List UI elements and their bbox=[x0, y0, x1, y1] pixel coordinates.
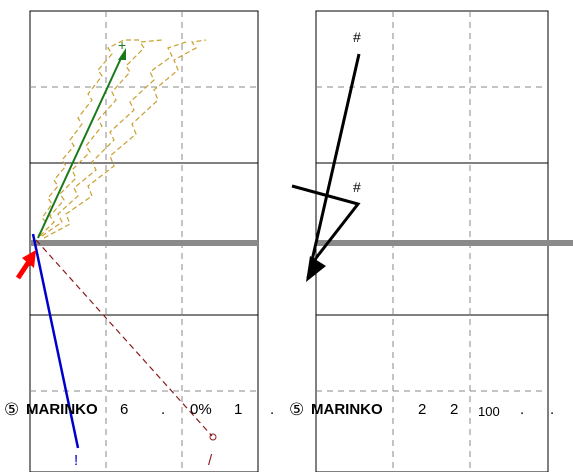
dark-red-tip-marker: / bbox=[208, 452, 213, 469]
dark-red-vector bbox=[35, 239, 213, 437]
right-label-v4: . bbox=[520, 401, 525, 418]
mid-tip-marker: # bbox=[353, 179, 361, 195]
right-label-v5: . bbox=[550, 401, 555, 418]
right-label-name: MARINKO bbox=[311, 401, 383, 418]
red-arrow-icon bbox=[15, 250, 36, 280]
left-label-v5: . bbox=[270, 401, 275, 418]
left-label-number: ⑤ bbox=[4, 400, 20, 419]
left-label-v1: 6 bbox=[120, 401, 129, 418]
right-label-v3: 100 bbox=[478, 404, 500, 419]
top-tip-marker: # bbox=[353, 29, 361, 45]
green-tip-marker: + bbox=[118, 37, 126, 53]
right-label-number: ⑤ bbox=[289, 400, 305, 419]
right-label-v1: 2 bbox=[418, 401, 427, 418]
dark-red-endpoint bbox=[209, 433, 217, 441]
green-vector bbox=[37, 48, 126, 239]
left-label-v4: 1 bbox=[234, 401, 243, 418]
left-panel-grid bbox=[29, 10, 259, 472]
black-arrowhead bbox=[306, 256, 326, 282]
left-label-name: MARINKO bbox=[26, 401, 98, 418]
right-label-v2: 2 bbox=[450, 401, 459, 418]
left-label-v2: . bbox=[161, 401, 166, 418]
blue-vector bbox=[31, 233, 80, 449]
blue-tip-marker: ! bbox=[74, 452, 78, 469]
gold-zigzag-band bbox=[37, 39, 207, 239]
left-label-v3: 0% bbox=[190, 401, 212, 418]
